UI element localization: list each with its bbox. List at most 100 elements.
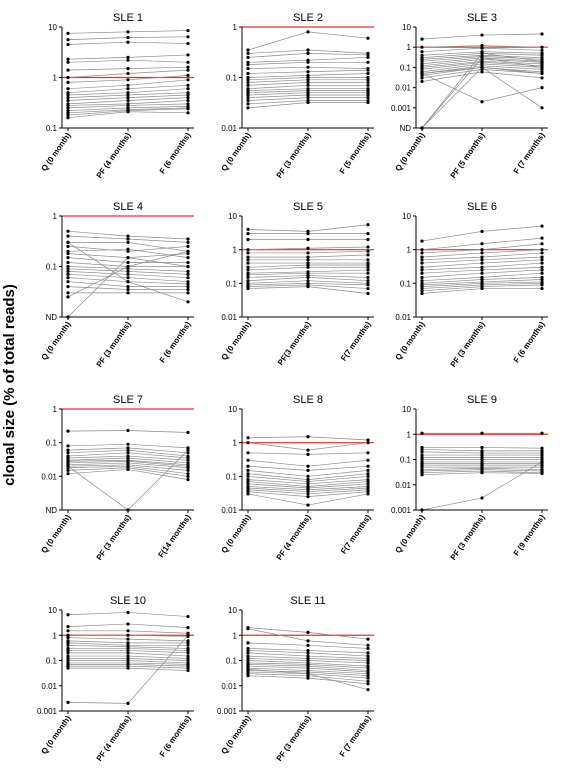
data-point [420, 465, 424, 469]
data-point [420, 291, 424, 296]
data-point [306, 666, 310, 670]
data-point [540, 53, 544, 57]
y-tick-label: 10 [48, 23, 57, 32]
data-point [66, 38, 70, 42]
data-point [126, 95, 130, 100]
data-point [306, 495, 310, 499]
data-point [366, 643, 370, 647]
data-point [540, 265, 544, 269]
data-point [246, 474, 250, 478]
data-point [126, 67, 130, 71]
data-point [126, 237, 130, 241]
y-tick-label: 0.1 [46, 263, 58, 272]
data-point [366, 682, 370, 686]
data-point [306, 435, 310, 439]
data-point [480, 457, 484, 462]
data-point [186, 282, 190, 286]
y-tick-label: 0.01 [395, 84, 411, 93]
data-point [366, 258, 370, 262]
data-point [66, 700, 70, 704]
data-point [126, 30, 130, 34]
data-point [66, 429, 70, 433]
data-point [186, 456, 190, 460]
data-point [480, 255, 484, 259]
data-point [366, 283, 370, 287]
y-tick-label: 1 [53, 631, 58, 640]
data-point [186, 41, 190, 46]
data-point [66, 272, 70, 276]
y-tick-label: ND [45, 506, 57, 515]
panel-2: SLE 2 0.01 0.1 1 Q (0 month) PF (3 months) F (… [220, 12, 374, 180]
data-point [126, 456, 130, 460]
x-tick-label: PF (3 months) [95, 513, 133, 562]
data-point [480, 258, 484, 262]
data-point [366, 265, 370, 269]
data-point [366, 36, 370, 40]
data-point [366, 237, 370, 242]
y-tick-label: 0.1 [226, 279, 238, 288]
data-point [246, 78, 250, 82]
data-point [306, 479, 310, 484]
data-point [126, 234, 130, 238]
data-point [66, 651, 70, 655]
data-point [126, 247, 130, 251]
data-point [246, 55, 250, 60]
data-point [246, 472, 250, 476]
data-point [480, 56, 484, 60]
data-point [246, 232, 250, 236]
y-tick-label: 0.001 [391, 506, 412, 515]
y-tick-label: 0.1 [226, 74, 238, 83]
data-point [126, 701, 130, 705]
data-point [246, 98, 250, 103]
data-point [186, 237, 190, 241]
data-point [540, 248, 544, 252]
x-tick-label: PF (5 months) [449, 131, 487, 180]
data-point [66, 252, 70, 256]
data-point [66, 472, 70, 476]
data-point [246, 441, 250, 445]
data-point [186, 28, 190, 33]
x-tick-label: PF (4 months) [95, 714, 133, 763]
y-tick-label: 0.1 [226, 657, 238, 666]
data-point [480, 431, 484, 435]
data-point [66, 229, 70, 233]
data-point [306, 492, 310, 496]
data-point [66, 269, 70, 273]
x-tick-label: F (5 months) [338, 131, 373, 176]
data-point [420, 450, 424, 454]
panel-8: SLE 8 0.01 0.1 1 10 Q (0 month) PF (4 months) F… [220, 394, 374, 562]
data-point [366, 93, 370, 97]
y-tick-label: 0.001 [391, 104, 412, 113]
y-tick-label: 10 [48, 606, 57, 615]
data-point [306, 246, 310, 250]
data-point [306, 271, 310, 275]
data-point [186, 256, 190, 260]
y-tick-label: 0.01 [221, 124, 237, 133]
data-point [186, 477, 190, 482]
data-point [366, 275, 370, 280]
data-point [66, 103, 70, 108]
panel-10: SLE 10 0.001 0.01 0.1 1 10 Q (0 month) PF (4 mo… [37, 595, 194, 763]
data-point [366, 464, 370, 468]
data-point [366, 468, 370, 473]
data-point [66, 444, 70, 448]
data-point [540, 286, 544, 291]
data-point [540, 453, 544, 457]
data-point [126, 291, 130, 295]
data-point [306, 65, 310, 69]
data-point [246, 627, 250, 631]
data-point [126, 55, 130, 60]
x-tick-label: F(7 months) [339, 513, 373, 556]
data-point [366, 249, 370, 253]
data-point [66, 648, 70, 653]
y-tick-label: 0.01 [395, 481, 411, 490]
data-point [366, 271, 370, 275]
data-point [306, 51, 310, 56]
y-tick-label: 1 [407, 246, 412, 255]
data-point [246, 451, 250, 455]
data-point [420, 255, 424, 259]
data-point [186, 626, 190, 630]
data-point [420, 271, 424, 275]
data-point [186, 472, 190, 476]
data-point [186, 287, 190, 292]
